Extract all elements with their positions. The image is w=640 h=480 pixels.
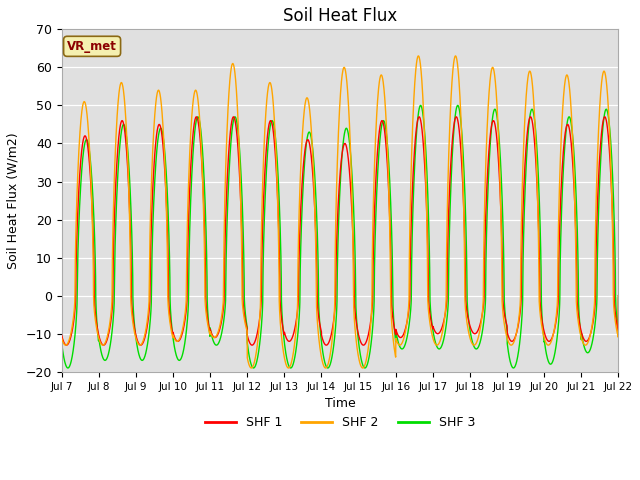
SHF 2 — [544, 342, 552, 348]
SHF 2 — [296, 198, 303, 204]
SHF 3 — [271, 133, 279, 139]
SHF 2 — [271, 135, 279, 141]
SHF 1 — [601, 114, 609, 120]
SHF 1 — [122, 133, 129, 139]
SHF 1 — [58, 332, 65, 338]
Line: SHF 2: SHF 2 — [61, 56, 618, 368]
SHF 3 — [296, 309, 303, 314]
SHF 3 — [454, 103, 461, 108]
SHF 1 — [271, 152, 279, 157]
SHF 3 — [614, 293, 622, 299]
SHF 2 — [452, 53, 460, 59]
SHF 3 — [58, 339, 65, 345]
SHF 3 — [544, 357, 552, 363]
SHF 2 — [604, 98, 612, 104]
SHF 1 — [604, 129, 612, 135]
SHF 3 — [64, 365, 72, 371]
SHF 1 — [154, 123, 162, 129]
X-axis label: Time: Time — [324, 397, 355, 410]
Line: SHF 3: SHF 3 — [61, 106, 618, 368]
SHF 1 — [544, 338, 552, 344]
SHF 2 — [614, 293, 622, 299]
SHF 2 — [248, 365, 255, 371]
SHF 3 — [122, 126, 129, 132]
Legend: SHF 1, SHF 2, SHF 3: SHF 1, SHF 2, SHF 3 — [200, 411, 480, 434]
Title: Soil Heat Flux: Soil Heat Flux — [283, 7, 397, 25]
SHF 3 — [604, 111, 612, 117]
SHF 2 — [154, 87, 162, 93]
SHF 2 — [58, 335, 65, 341]
Line: SHF 1: SHF 1 — [61, 117, 618, 345]
Y-axis label: Soil Heat Flux (W/m2): Soil Heat Flux (W/m2) — [7, 132, 20, 269]
SHF 1 — [296, 239, 303, 245]
SHF 1 — [614, 293, 622, 299]
SHF 2 — [121, 106, 129, 111]
Text: VR_met: VR_met — [67, 40, 117, 53]
SHF 3 — [154, 133, 162, 139]
SHF 1 — [63, 342, 70, 348]
